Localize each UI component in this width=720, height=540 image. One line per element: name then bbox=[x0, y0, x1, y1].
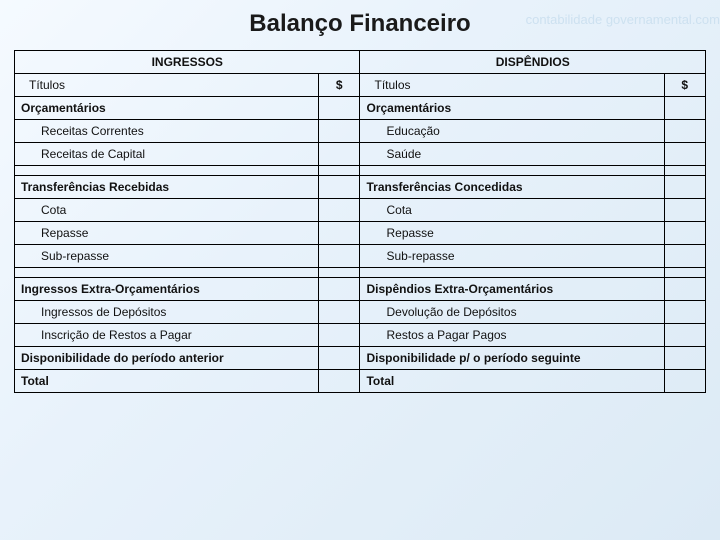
right-disp: Disponibilidade p/ o período seguinte bbox=[360, 347, 664, 370]
table-row: INGRESSOS DISPÊNDIOS bbox=[15, 51, 706, 74]
left-transf-item: Cota bbox=[15, 199, 319, 222]
table-row: Ingressos Extra-Orçamentários Dispêndios… bbox=[15, 278, 706, 301]
left-orc-item: Receitas Correntes bbox=[15, 120, 319, 143]
table-row: Ingressos de Depósitos Devolução de Depó… bbox=[15, 301, 706, 324]
table-row: Cota Cota bbox=[15, 199, 706, 222]
dispendios-header: DISPÊNDIOS bbox=[360, 51, 706, 74]
cell-amt bbox=[319, 176, 360, 199]
cell-amt bbox=[319, 222, 360, 245]
cell-amt bbox=[319, 278, 360, 301]
cell-amt bbox=[664, 199, 705, 222]
right-orc-item: Saúde bbox=[360, 143, 664, 166]
cell-amt bbox=[664, 143, 705, 166]
cell-amt bbox=[319, 324, 360, 347]
right-extra: Dispêndios Extra-Orçamentários bbox=[360, 278, 664, 301]
table-row: Repasse Repasse bbox=[15, 222, 706, 245]
cell-amt bbox=[664, 347, 705, 370]
cell-amt bbox=[319, 143, 360, 166]
right-transf-item: Repasse bbox=[360, 222, 664, 245]
left-orc: Orçamentários bbox=[15, 97, 319, 120]
left-extra: Ingressos Extra-Orçamentários bbox=[15, 278, 319, 301]
table-row: Transferências Recebidas Transferências … bbox=[15, 176, 706, 199]
spacer-row bbox=[15, 166, 706, 176]
left-transf-item: Sub-repasse bbox=[15, 245, 319, 268]
right-titulos: Títulos bbox=[360, 74, 664, 97]
right-extra-item: Devolução de Depósitos bbox=[360, 301, 664, 324]
right-transf: Transferências Concedidas bbox=[360, 176, 664, 199]
cell-amt bbox=[319, 120, 360, 143]
cell-amt bbox=[319, 97, 360, 120]
cell-amt bbox=[319, 347, 360, 370]
right-transf-item: Sub-repasse bbox=[360, 245, 664, 268]
cell-amt bbox=[664, 324, 705, 347]
table-row: Receitas de Capital Saúde bbox=[15, 143, 706, 166]
cell-amt bbox=[664, 120, 705, 143]
cell-amt bbox=[664, 301, 705, 324]
table-row: Sub-repasse Sub-repasse bbox=[15, 245, 706, 268]
right-orc-item: Educação bbox=[360, 120, 664, 143]
watermark-text: contabilidade governamental.com bbox=[526, 12, 720, 27]
left-disp: Disponibilidade do período anterior bbox=[15, 347, 319, 370]
table-row: Disponibilidade do período anterior Disp… bbox=[15, 347, 706, 370]
spacer-row bbox=[15, 268, 706, 278]
cell-amt bbox=[319, 199, 360, 222]
right-orc: Orçamentários bbox=[360, 97, 664, 120]
cell-amt bbox=[319, 301, 360, 324]
left-titulos: Títulos bbox=[15, 74, 319, 97]
left-total: Total bbox=[15, 370, 319, 393]
financial-balance-table: INGRESSOS DISPÊNDIOS Títulos $ Títulos $… bbox=[14, 50, 706, 393]
cell-amt bbox=[319, 370, 360, 393]
right-amt-header: $ bbox=[664, 74, 705, 97]
left-extra-item: Ingressos de Depósitos bbox=[15, 301, 319, 324]
left-transf: Transferências Recebidas bbox=[15, 176, 319, 199]
cell-amt bbox=[664, 97, 705, 120]
cell-amt bbox=[664, 222, 705, 245]
table-row: Inscrição de Restos a Pagar Restos a Pag… bbox=[15, 324, 706, 347]
table-row: Receitas Correntes Educação bbox=[15, 120, 706, 143]
cell-amt bbox=[664, 278, 705, 301]
cell-amt bbox=[319, 245, 360, 268]
right-transf-item: Cota bbox=[360, 199, 664, 222]
cell-amt bbox=[664, 176, 705, 199]
table-row: Títulos $ Títulos $ bbox=[15, 74, 706, 97]
table-row: Orçamentários Orçamentários bbox=[15, 97, 706, 120]
cell-amt bbox=[664, 370, 705, 393]
right-total: Total bbox=[360, 370, 664, 393]
left-extra-item: Inscrição de Restos a Pagar bbox=[15, 324, 319, 347]
cell-amt bbox=[664, 245, 705, 268]
right-extra-item: Restos a Pagar Pagos bbox=[360, 324, 664, 347]
left-orc-item: Receitas de Capital bbox=[15, 143, 319, 166]
table-wrapper: INGRESSOS DISPÊNDIOS Títulos $ Títulos $… bbox=[0, 50, 720, 393]
table-row: Total Total bbox=[15, 370, 706, 393]
left-transf-item: Repasse bbox=[15, 222, 319, 245]
ingressos-header: INGRESSOS bbox=[15, 51, 360, 74]
left-amt-header: $ bbox=[319, 74, 360, 97]
